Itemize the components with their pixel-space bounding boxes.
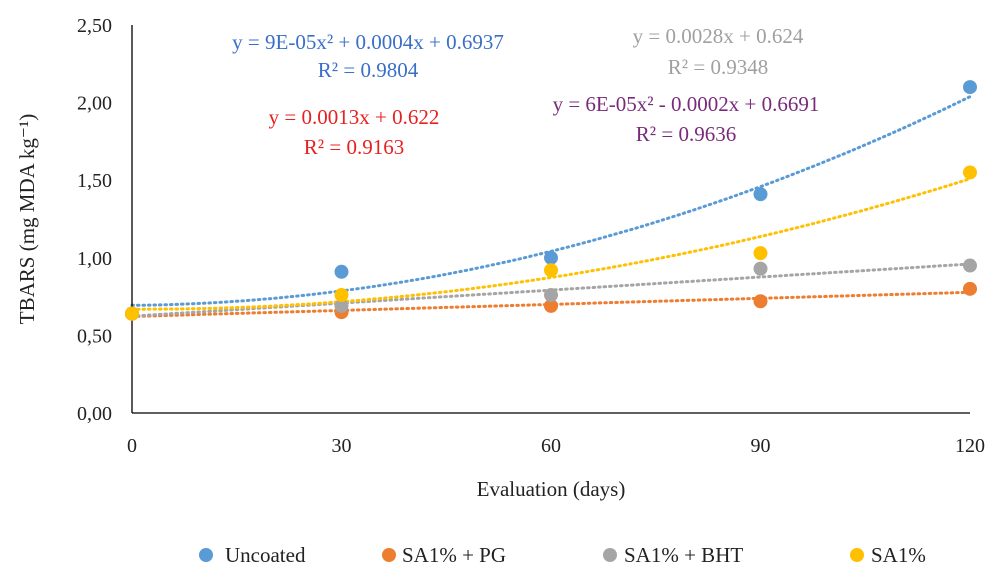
data-point-uncoated bbox=[753, 187, 768, 202]
y-tick-label: 2,50 bbox=[77, 15, 112, 37]
y-tick-label: 0,00 bbox=[77, 403, 112, 425]
r2-uncoated: R² = 0.9804 bbox=[318, 58, 419, 82]
data-point-sa1-bht bbox=[544, 288, 558, 303]
data-point-sa1 bbox=[334, 288, 349, 303]
legend-marker-sa1-pg bbox=[382, 548, 396, 562]
data-point-sa1-bht bbox=[753, 261, 768, 276]
legend: Uncoated SA1% + PG SA1% + BHT SA1% bbox=[199, 543, 926, 567]
data-point-sa1 bbox=[544, 263, 558, 278]
equation-sa1: y = 6E-05x² - 0.0002x + 0.6691 bbox=[553, 92, 820, 116]
data-point-sa1-pg bbox=[544, 298, 558, 313]
data-point-sa1-bht bbox=[963, 258, 977, 273]
trendlines bbox=[130, 95, 972, 318]
data-point-uncoated bbox=[963, 80, 977, 95]
data-point-sa1-bht bbox=[334, 298, 349, 313]
legend-marker-sa1-bht bbox=[603, 548, 617, 562]
legend-item-uncoated: Uncoated bbox=[199, 543, 306, 567]
r2-sa1: R² = 0.9636 bbox=[636, 122, 736, 146]
trendline-equations: y = 9E-05x² + 0.0004x + 0.6937 R² = 0.98… bbox=[232, 24, 819, 159]
legend-item-sa1-pg: SA1% + PG bbox=[382, 543, 506, 567]
y-tick-label: 1,50 bbox=[77, 170, 112, 192]
x-tick-label: 30 bbox=[332, 435, 352, 457]
legend-label-sa1: SA1% bbox=[871, 543, 926, 567]
legend-marker-uncoated bbox=[199, 548, 213, 562]
x-tick-label: 120 bbox=[955, 435, 985, 457]
r2-sa1-bht: R² = 0.9348 bbox=[668, 55, 768, 79]
axes bbox=[131, 25, 970, 414]
data-point-sa1-pg bbox=[753, 294, 768, 309]
x-tick-label: 60 bbox=[541, 435, 561, 457]
data-point-uncoated bbox=[544, 250, 558, 265]
r2-sa1-pg: R² = 0.9163 bbox=[304, 135, 404, 159]
x-tick-label: 0 bbox=[127, 435, 137, 457]
x-axis-title: Evaluation (days) bbox=[477, 477, 626, 501]
data-points bbox=[125, 80, 977, 321]
legend-item-sa1: SA1% bbox=[850, 543, 926, 567]
legend-label-uncoated: Uncoated bbox=[225, 543, 306, 567]
data-point-sa1-pg bbox=[963, 281, 977, 296]
y-tick-labels: 0,00 0,50 1,00 1,50 2,00 2,50 bbox=[77, 15, 112, 425]
equation-sa1-pg: y = 0.0013x + 0.622 bbox=[269, 105, 440, 129]
y-axis-title: TBARS (mg MDA kg⁻¹) bbox=[15, 114, 39, 324]
x-tick-label: 90 bbox=[751, 435, 771, 457]
legend-marker-sa1 bbox=[850, 548, 864, 562]
legend-label-sa1-pg: SA1% + PG bbox=[402, 543, 506, 567]
data-point-sa1 bbox=[963, 165, 977, 180]
y-tick-label: 2,00 bbox=[77, 93, 112, 115]
legend-item-sa1-bht: SA1% + BHT bbox=[603, 543, 743, 567]
legend-label-sa1-bht: SA1% + BHT bbox=[624, 543, 743, 567]
trendline-sa1 bbox=[130, 177, 972, 311]
y-tick-label: 0,50 bbox=[77, 325, 112, 347]
equation-sa1-bht: y = 0.0028x + 0.624 bbox=[633, 24, 804, 48]
data-point-uncoated bbox=[334, 264, 349, 279]
data-point-sa1 bbox=[125, 306, 139, 321]
y-tick-label: 1,00 bbox=[77, 248, 112, 270]
equation-uncoated: y = 9E-05x² + 0.0004x + 0.6937 bbox=[232, 30, 504, 54]
data-point-sa1 bbox=[753, 246, 768, 261]
x-tick-labels: 0 30 60 90 120 bbox=[127, 435, 985, 457]
